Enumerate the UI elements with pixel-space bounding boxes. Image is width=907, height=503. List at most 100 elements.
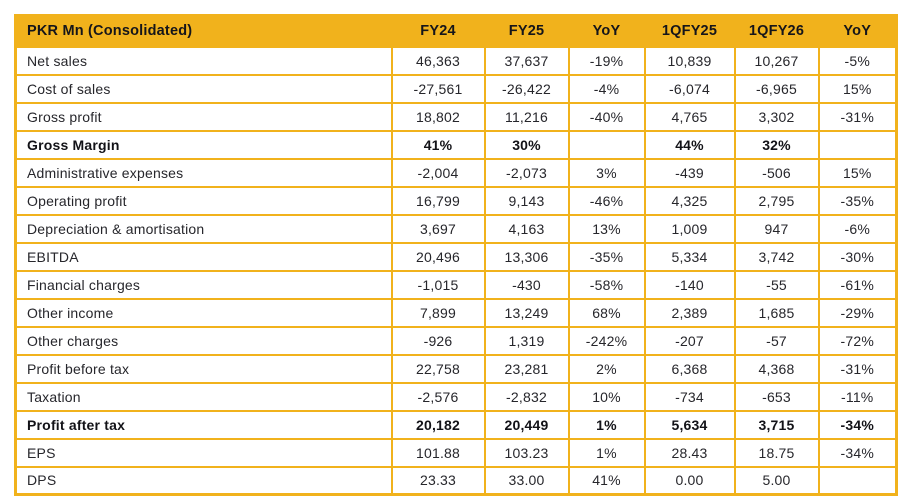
value-cell: 947 <box>733 213 820 244</box>
row-label-cell: Other income <box>14 297 393 328</box>
value-cell: -35% <box>817 185 898 216</box>
value-cell: -72% <box>817 325 898 356</box>
value-cell: -734 <box>643 381 736 412</box>
header-cell-1qfy25: 1QFY25 <box>643 14 736 48</box>
table-header-row: PKR Mn (Consolidated) FY24 FY25 YoY 1QFY… <box>14 14 898 48</box>
value-cell: -1,015 <box>390 269 486 300</box>
value-cell: -653 <box>733 381 820 412</box>
value-cell: -5% <box>817 45 898 76</box>
value-cell: 16,799 <box>390 185 486 216</box>
value-cell: 41% <box>567 465 646 496</box>
value-cell: 13,306 <box>483 241 570 272</box>
value-cell: 22,758 <box>390 353 486 384</box>
header-cell-yoy-annual: YoY <box>567 14 646 48</box>
value-cell: 3,697 <box>390 213 486 244</box>
value-cell: -31% <box>817 101 898 132</box>
value-cell: -6% <box>817 213 898 244</box>
value-cell: 3,742 <box>733 241 820 272</box>
value-cell: 15% <box>817 157 898 188</box>
value-cell: -34% <box>817 409 898 440</box>
value-cell: -58% <box>567 269 646 300</box>
value-cell: -29% <box>817 297 898 328</box>
row-label-cell: Depreciation & amortisation <box>14 213 393 244</box>
row-label-cell: Financial charges <box>14 269 393 300</box>
value-cell <box>817 129 898 160</box>
row-label-cell: Gross profit <box>14 101 393 132</box>
value-cell: 68% <box>567 297 646 328</box>
value-cell: 5,334 <box>643 241 736 272</box>
value-cell: 30% <box>483 129 570 160</box>
value-cell: -242% <box>567 325 646 356</box>
value-cell: -2,576 <box>390 381 486 412</box>
value-cell: 5.00 <box>733 465 820 496</box>
header-cell-fy24: FY24 <box>390 14 486 48</box>
table-row: Other charges -926 1,319 -242% -207 -57 -72% <box>14 325 898 356</box>
value-cell: 101.88 <box>390 437 486 468</box>
value-cell: 18,802 <box>390 101 486 132</box>
row-label-cell: Profit before tax <box>14 353 393 384</box>
value-cell: -2,004 <box>390 157 486 188</box>
value-cell: -31% <box>817 353 898 384</box>
row-label-cell: Other charges <box>14 325 393 356</box>
value-cell: 13,249 <box>483 297 570 328</box>
value-cell <box>817 465 898 496</box>
table-row: Gross profit 18,802 11,216 -40% 4,765 3,302 -3… <box>14 101 898 132</box>
row-label-cell: Administrative expenses <box>14 157 393 188</box>
table-row: EBITDA 20,496 13,306 -35% 5,334 3,742 -30% <box>14 241 898 272</box>
table-row: Taxation -2,576 -2,832 10% -734 -653 -11% <box>14 381 898 412</box>
table-row: Profit after tax 20,182 20,449 1% 5,634 3,715… <box>14 409 898 440</box>
value-cell: 2,795 <box>733 185 820 216</box>
value-cell: 20,449 <box>483 409 570 440</box>
value-cell: 2% <box>567 353 646 384</box>
value-cell: -27,561 <box>390 73 486 104</box>
value-cell: -6,965 <box>733 73 820 104</box>
value-cell: 32% <box>733 129 820 160</box>
header-cell-yoy-quarterly: YoY <box>817 14 898 48</box>
value-cell: 5,634 <box>643 409 736 440</box>
table-row: Administrative expenses -2,004 -2,073 3% -43… <box>14 157 898 188</box>
value-cell: 18.75 <box>733 437 820 468</box>
value-cell: 4,163 <box>483 213 570 244</box>
value-cell: 1,009 <box>643 213 736 244</box>
value-cell: 37,637 <box>483 45 570 76</box>
value-cell: 4,325 <box>643 185 736 216</box>
value-cell: -30% <box>817 241 898 272</box>
value-cell: 3,302 <box>733 101 820 132</box>
value-cell: 23,281 <box>483 353 570 384</box>
value-cell: 9,143 <box>483 185 570 216</box>
row-label-cell: Operating profit <box>14 185 393 216</box>
value-cell: 44% <box>643 129 736 160</box>
value-cell: 10,839 <box>643 45 736 76</box>
table-row: EPS 101.88 103.23 1% 28.43 18.75 -34% <box>14 437 898 468</box>
value-cell: 10,267 <box>733 45 820 76</box>
table-body: Net sales 46,363 37,637 -19% 10,839 10,267 -5%… <box>14 45 898 496</box>
table-row: Operating profit 16,799 9,143 -46% 4,325 2,79… <box>14 185 898 216</box>
table-row: Other income 7,899 13,249 68% 2,389 1,685 -29% <box>14 297 898 328</box>
value-cell: 20,182 <box>390 409 486 440</box>
value-cell: -57 <box>733 325 820 356</box>
table-row: Profit before tax 22,758 23,281 2% 6,368 4,36… <box>14 353 898 384</box>
value-cell: 1% <box>567 409 646 440</box>
value-cell: 11,216 <box>483 101 570 132</box>
row-label-cell: DPS <box>14 465 393 496</box>
value-cell: -140 <box>643 269 736 300</box>
value-cell: 28.43 <box>643 437 736 468</box>
financial-results-table: PKR Mn (Consolidated) FY24 FY25 YoY 1QFY… <box>14 14 898 496</box>
value-cell: -26,422 <box>483 73 570 104</box>
value-cell <box>567 129 646 160</box>
value-cell: -4% <box>567 73 646 104</box>
value-cell: 13% <box>567 213 646 244</box>
table-row: Gross Margin 41% 30% 44% 32% <box>14 129 898 160</box>
row-label-cell: Cost of sales <box>14 73 393 104</box>
value-cell: 3,715 <box>733 409 820 440</box>
table-row: DPS 23.33 33.00 41% 0.00 5.00 <box>14 465 898 496</box>
value-cell: -34% <box>817 437 898 468</box>
value-cell: 2,389 <box>643 297 736 328</box>
value-cell: -430 <box>483 269 570 300</box>
value-cell: 4,765 <box>643 101 736 132</box>
value-cell: 46,363 <box>390 45 486 76</box>
value-cell: 6,368 <box>643 353 736 384</box>
value-cell: -35% <box>567 241 646 272</box>
value-cell: 1% <box>567 437 646 468</box>
row-label-cell: Profit after tax <box>14 409 393 440</box>
